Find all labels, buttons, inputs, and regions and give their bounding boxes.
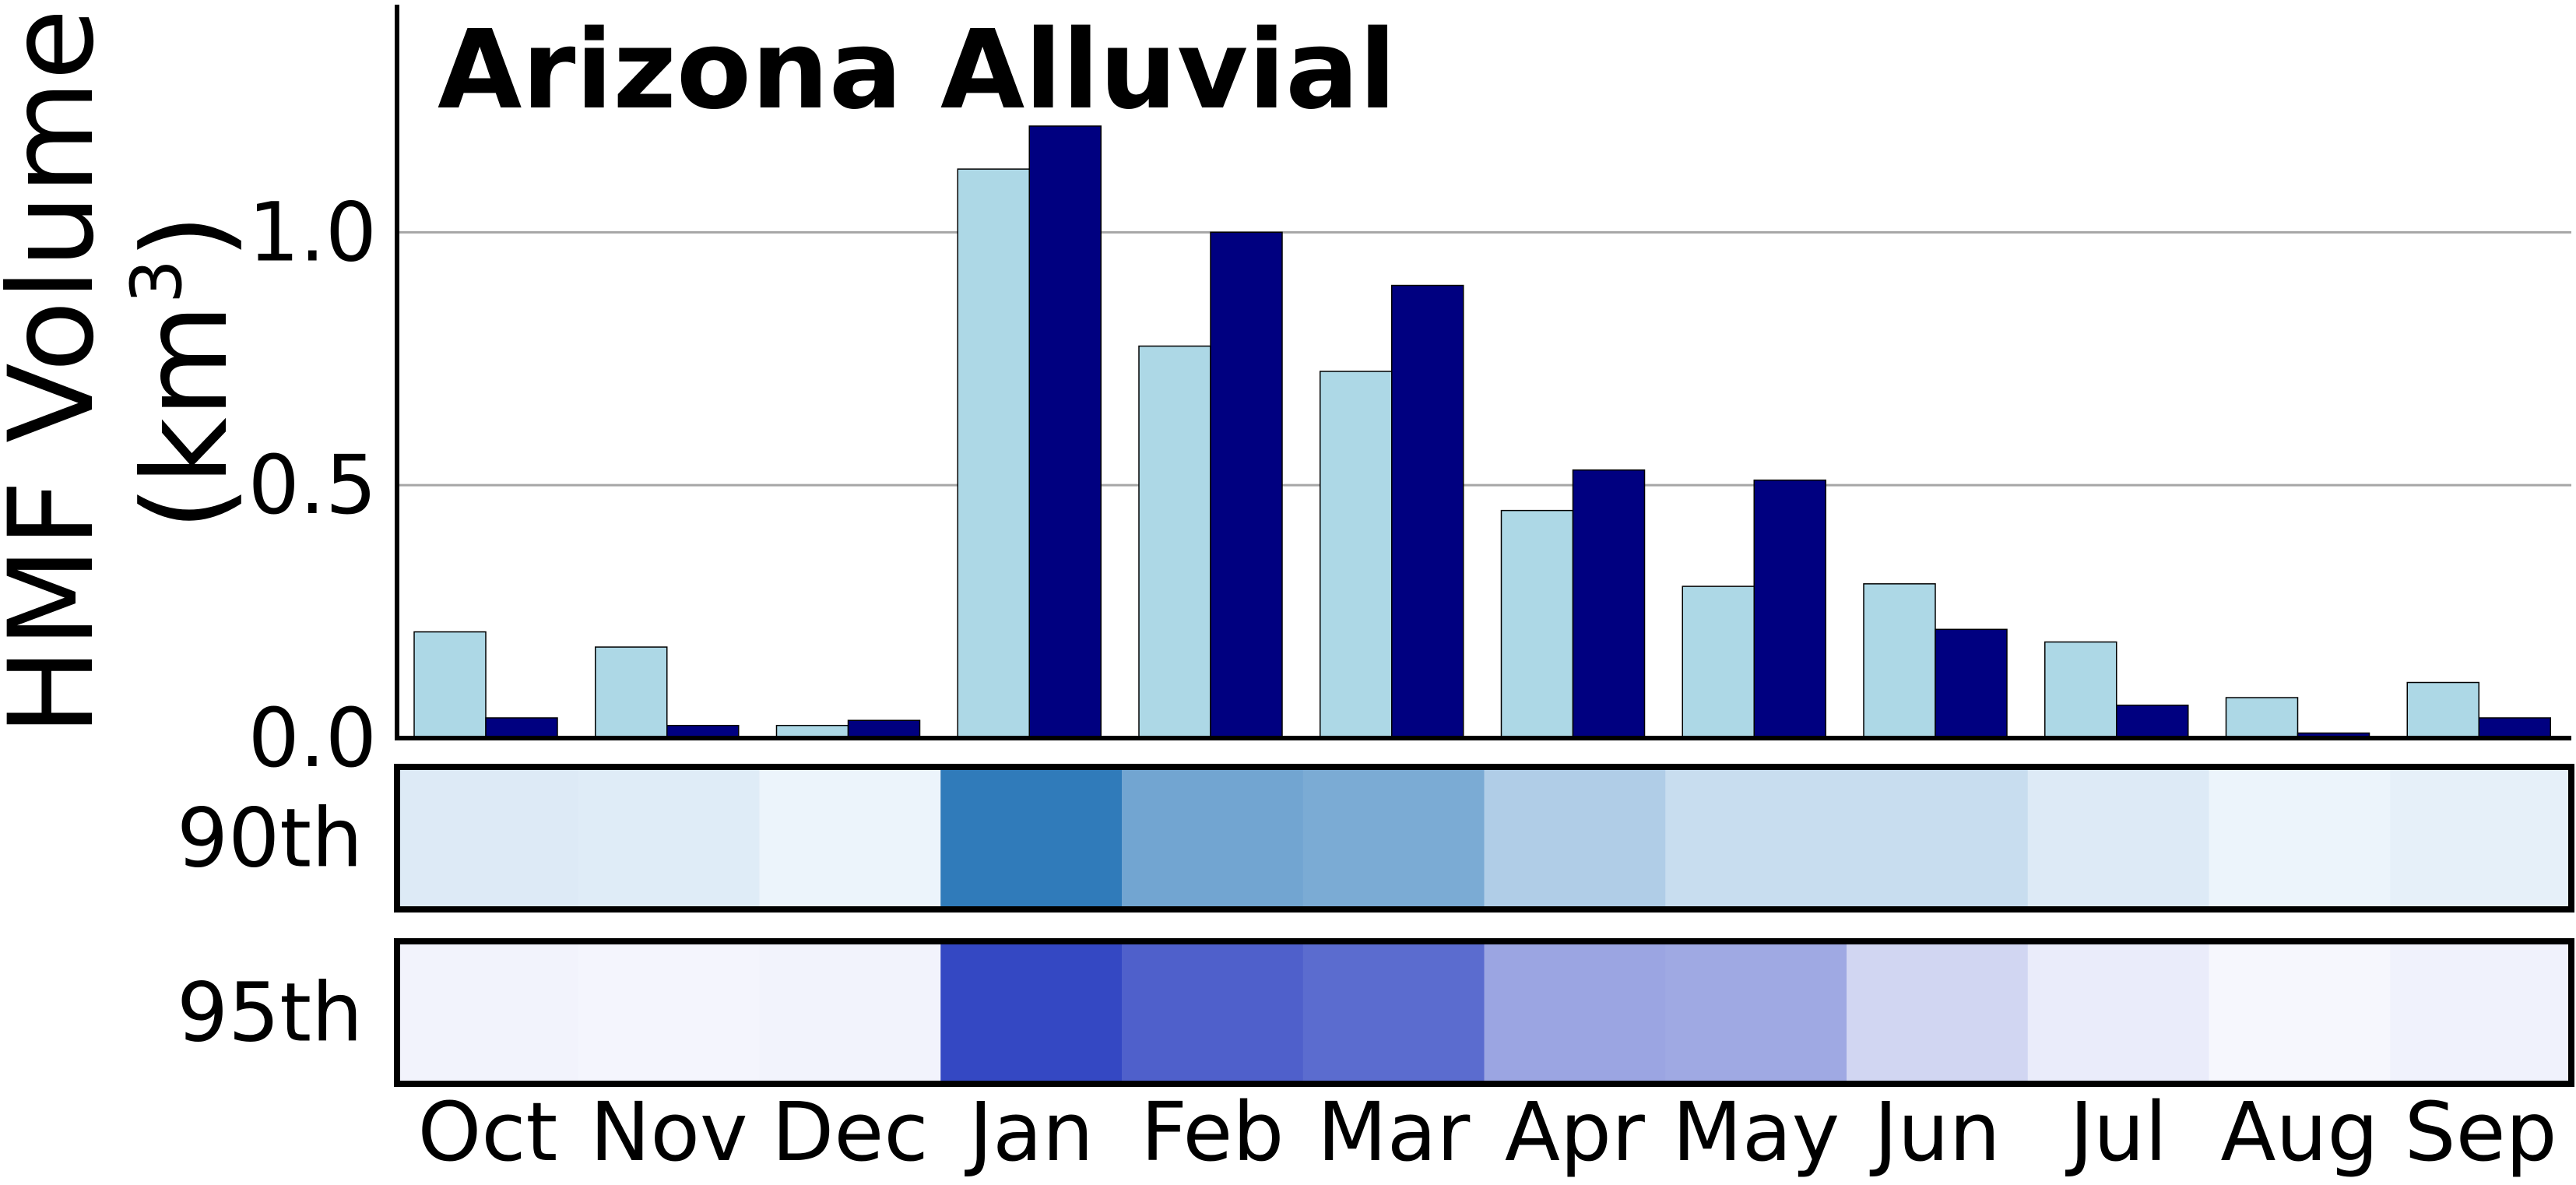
- gridlines: [397, 230, 2571, 487]
- y-tick-label: 1.0: [248, 185, 377, 280]
- heatmap-cell: [1665, 941, 1847, 1084]
- x-tick-label: Jul: [2065, 1085, 2167, 1180]
- x-tick-label: Sep: [2405, 1085, 2557, 1180]
- heatmap-cell: [1302, 767, 1485, 909]
- heatmap-cell: [2209, 767, 2391, 909]
- heatmap-cell: [578, 767, 760, 909]
- bar: [1682, 585, 1755, 739]
- heatmap-frame: [394, 938, 2574, 1087]
- heatmap-cell: [1847, 767, 2029, 909]
- heatmap-cell: [1847, 941, 2029, 1084]
- heatmap-cell: [1122, 767, 1304, 909]
- bar: [1572, 469, 1646, 739]
- chart-title: Arizona Alluvial: [438, 7, 1397, 134]
- x-tick-label: Oct: [417, 1085, 557, 1180]
- bar: [413, 631, 487, 739]
- heatmap-cell: [759, 941, 941, 1084]
- heatmap-cell: [1484, 767, 1666, 909]
- bar: [1210, 231, 1283, 739]
- bar: [2478, 717, 2551, 739]
- heatmap-cell: [2027, 941, 2209, 1084]
- heatmap-cell: [940, 767, 1123, 909]
- x-tick-label: Nov: [590, 1085, 748, 1180]
- heatmap-row-label: 95th: [177, 965, 363, 1060]
- bar-series: [413, 125, 2551, 739]
- heatmap-cell: [2390, 941, 2572, 1084]
- bar: [2225, 697, 2299, 739]
- x-tick-label: Dec: [771, 1085, 928, 1180]
- y-axis-label-superscript: 3: [116, 259, 198, 304]
- heatmap-cell: [397, 767, 579, 909]
- heatmap-cell: [2027, 767, 2209, 909]
- y-axis-label: HMF Volume (km3): [0, 9, 254, 736]
- y-axis-label-line2: (km3): [116, 213, 254, 530]
- bar: [2044, 641, 2117, 739]
- x-tick-label: Feb: [1140, 1085, 1284, 1180]
- y-tick-labels: 0.0 0.5 1.0: [248, 185, 377, 786]
- heatmap-cell: [578, 941, 760, 1084]
- bar: [1028, 125, 1102, 739]
- x-tick-label: May: [1672, 1085, 1840, 1180]
- heatmap-cell: [759, 767, 941, 909]
- bar: [1391, 284, 1464, 739]
- bar: [957, 168, 1030, 739]
- bar: [595, 646, 668, 739]
- bar: [1500, 509, 1574, 739]
- heatmap-frame: [394, 764, 2574, 912]
- bar: [2406, 681, 2479, 739]
- heatmap-cell: [2209, 941, 2391, 1084]
- y-axis-label-line1: HMF Volume: [0, 9, 120, 736]
- x-tick-label: Jan: [964, 1085, 1093, 1180]
- y-tick-label: 0.0: [248, 691, 377, 786]
- bar: [2116, 705, 2189, 739]
- bar: [1138, 345, 1211, 739]
- percentile-heatmaps: 90th 95th: [177, 764, 2574, 1087]
- bar: [847, 719, 921, 739]
- heatmap-cell: [1484, 941, 1666, 1084]
- x-tick-label: Apr: [1505, 1085, 1645, 1180]
- bar: [1753, 479, 1826, 739]
- x-tick-label: Mar: [1317, 1085, 1470, 1180]
- bar: [1935, 628, 2008, 739]
- heatmap-cell: [2390, 767, 2572, 909]
- bar: [1863, 583, 1936, 739]
- heatmap-cell: [1122, 941, 1304, 1084]
- y-tick-label: 0.5: [248, 438, 377, 533]
- heatmap-cell: [940, 941, 1123, 1084]
- heatmap-cell: [1665, 767, 1847, 909]
- y-axis-label-close: ): [118, 213, 254, 259]
- bar: [1320, 371, 1393, 739]
- x-tick-labels: Oct Nov Dec Jan Feb Mar Apr May Jun Jul Aug Sep: [417, 1085, 2557, 1180]
- x-tick-label: Aug: [2220, 1085, 2378, 1180]
- axes: [395, 5, 2571, 740]
- heatmap-row-label: 90th: [177, 791, 363, 886]
- y-axis-label-unit: (km: [118, 304, 254, 531]
- heatmap-cell: [397, 941, 579, 1084]
- bar: [485, 717, 558, 739]
- x-tick-label: Jun: [1869, 1085, 2001, 1180]
- heatmap-cell: [1302, 941, 1485, 1084]
